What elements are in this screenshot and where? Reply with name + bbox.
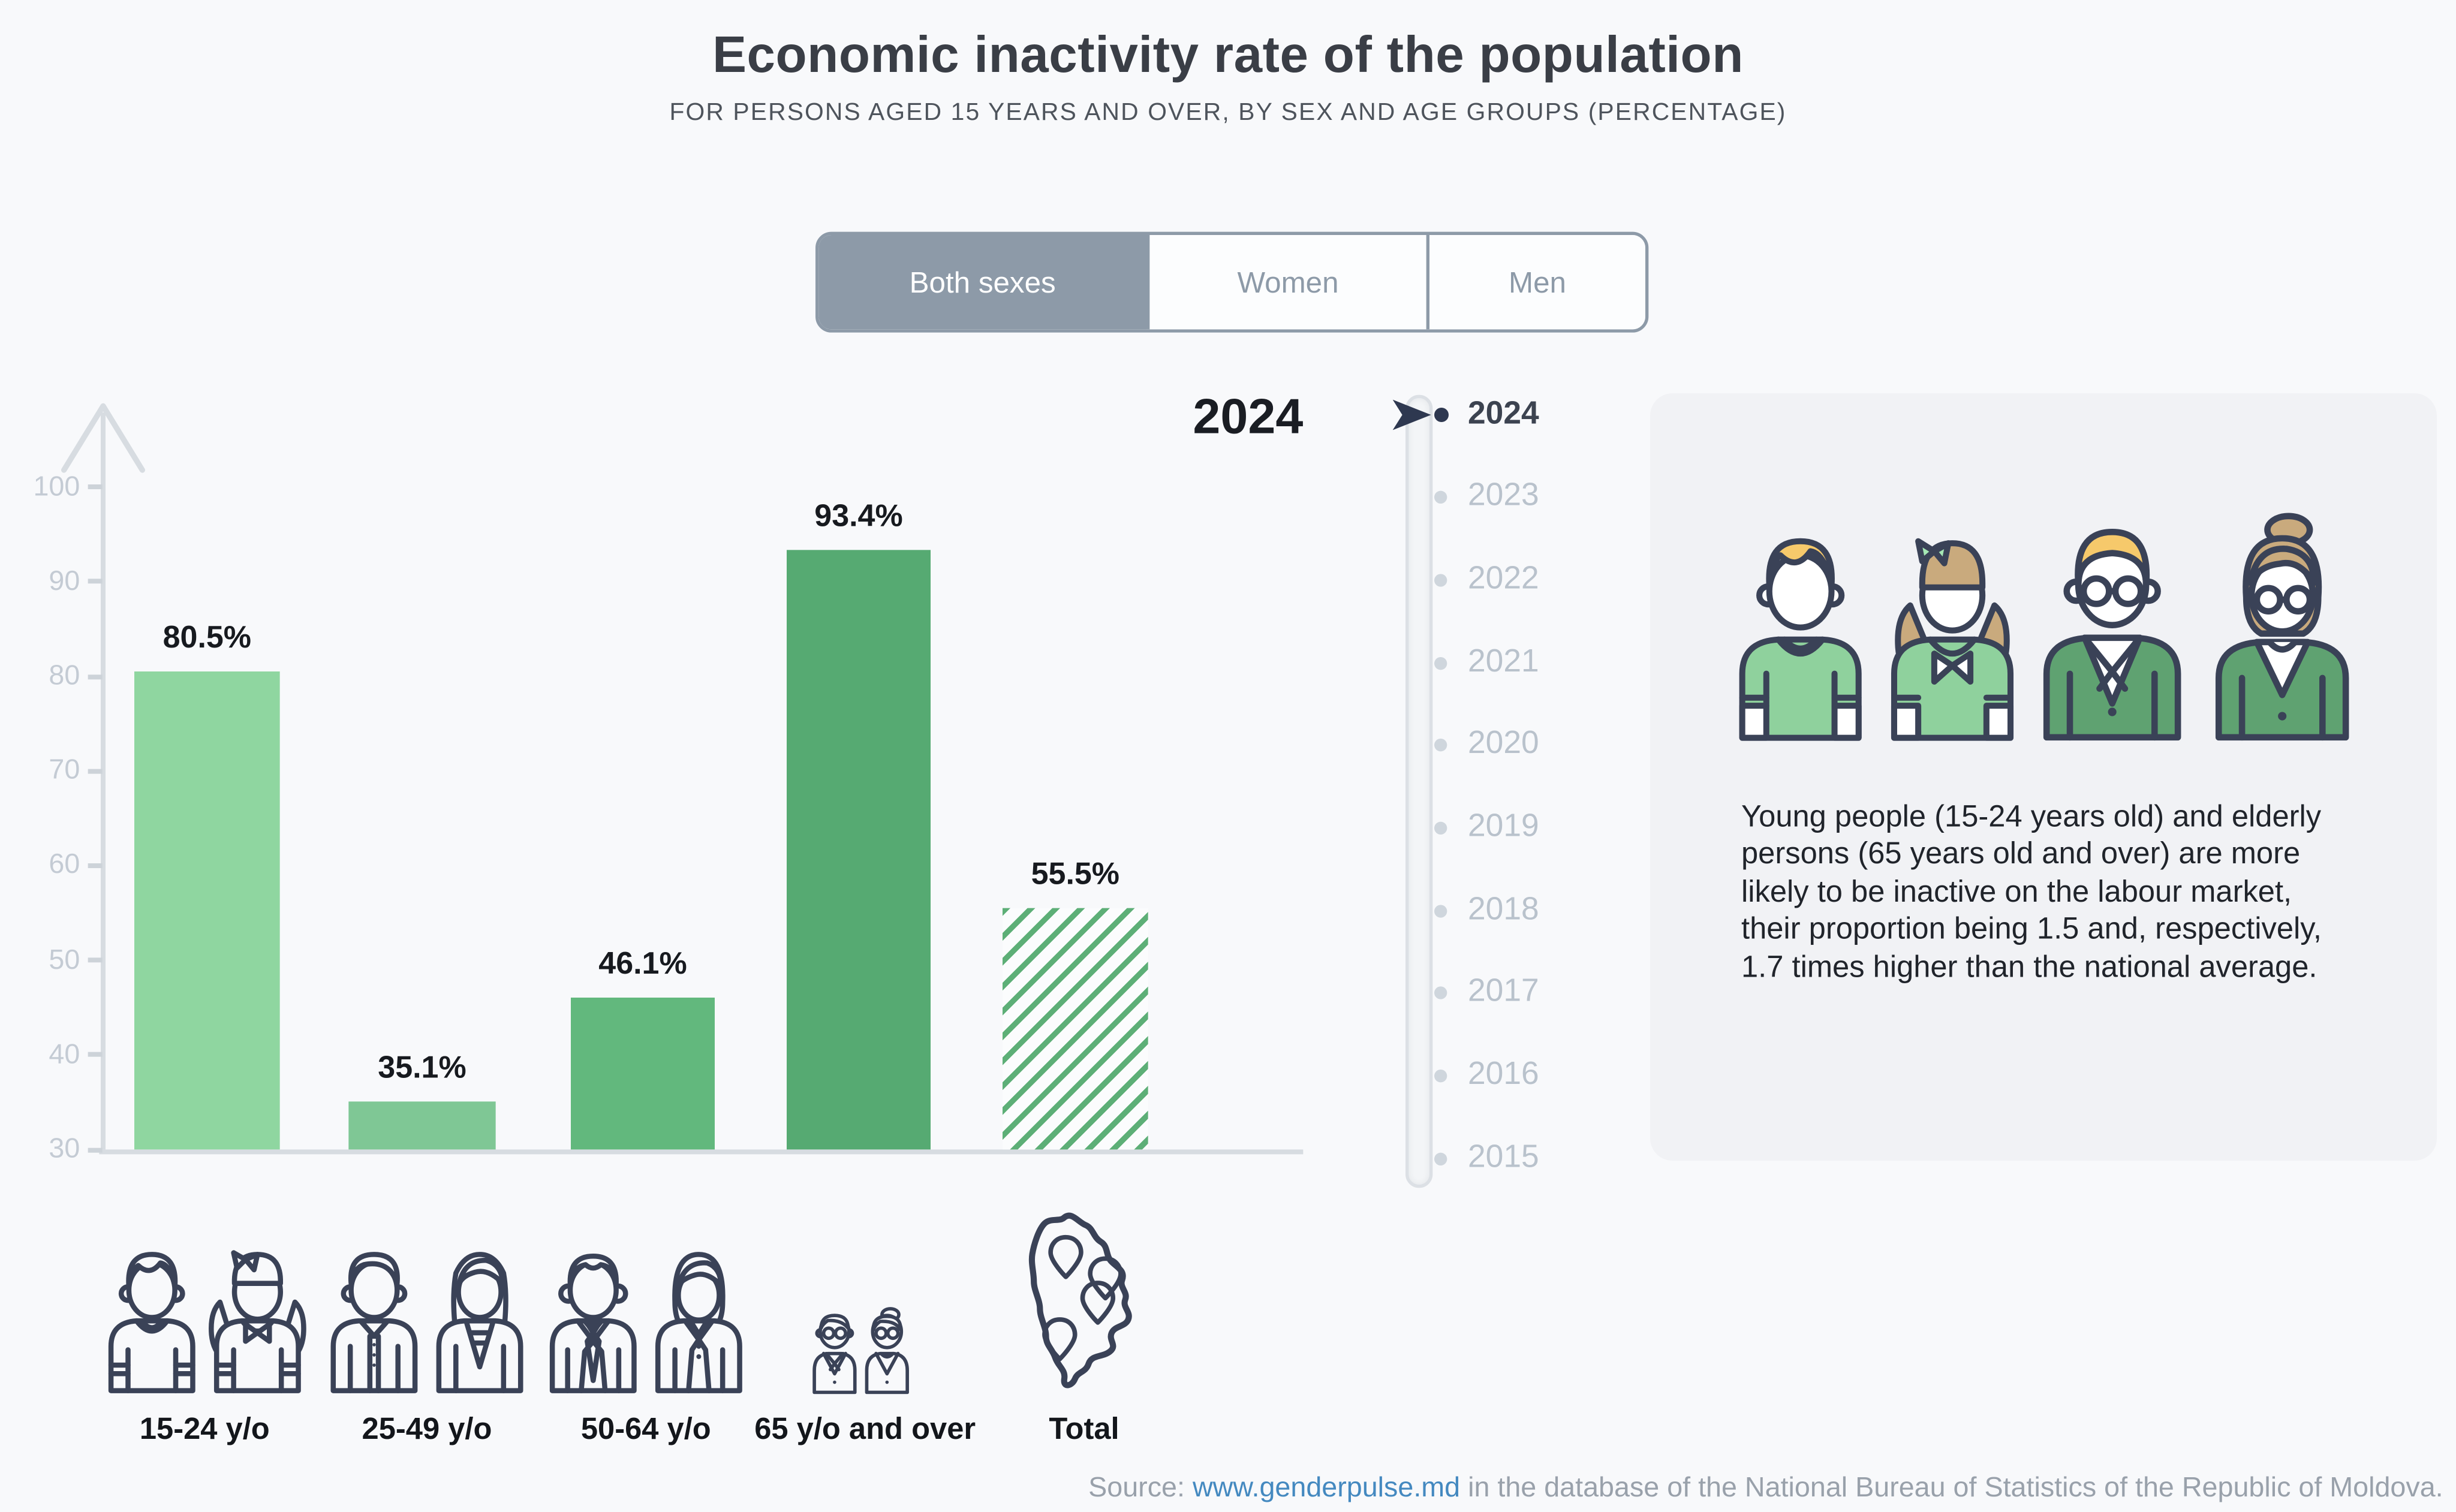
page-title: Economic inactivity rate of the populati… <box>712 25 1744 83</box>
elderly-man-icon <box>2042 528 2181 741</box>
sex-filter-tabs: Both sexes Women Men <box>815 231 1649 333</box>
elderly-pair-icon <box>745 1202 985 1394</box>
category-25-49: 25-49 y/o <box>307 1202 547 1448</box>
y-axis-tick-label: 30 <box>49 1132 80 1164</box>
timeline-dot-2017[interactable] <box>1434 987 1447 1000</box>
tab-both-sexes[interactable]: Both sexes <box>818 235 1146 330</box>
category-label: Total <box>1049 1413 1119 1447</box>
tab-women[interactable]: Women <box>1146 235 1426 330</box>
bar-value-total: 55.5% <box>1031 857 1120 893</box>
category-label: 65 y/o and over <box>754 1413 976 1447</box>
timeline-year-2022[interactable]: 2022 <box>1468 561 1539 597</box>
bar-total: 55.5% <box>1003 857 1148 1150</box>
category-axis: 15-24 y/o <box>0 1202 1343 1506</box>
timeline-dot-2023[interactable] <box>1434 491 1447 504</box>
insight-panel: Young people (15-24 years old) and elder… <box>1650 393 2437 1161</box>
source-suffix: in the database of the National Bureau o… <box>1460 1471 2443 1503</box>
adult-pair-icon <box>307 1202 547 1394</box>
timeline-dot-2015[interactable] <box>1434 1152 1447 1165</box>
x-axis <box>99 1149 1304 1155</box>
timeline-year-2017[interactable]: 2017 <box>1468 974 1539 1010</box>
girl-icon <box>1890 538 2013 741</box>
y-axis-tick-mark <box>88 957 103 963</box>
tab-men[interactable]: Men <box>1426 235 1645 330</box>
bar-65-and-over: 93.4% <box>787 498 931 1150</box>
page-subtitle: FOR PERSONS AGED 15 YEARS AND OVER, BY S… <box>669 99 1787 126</box>
y-axis-tick-mark <box>88 1147 103 1152</box>
y-axis-tick-mark <box>88 579 103 585</box>
y-axis-arrow-icon <box>61 403 146 473</box>
y-axis-tick-label: 50 <box>49 942 80 975</box>
timeline-year-2016[interactable]: 2016 <box>1468 1056 1539 1092</box>
boy-icon <box>1738 538 1861 741</box>
y-axis-tick-mark <box>88 674 103 679</box>
timeline-year-2020[interactable]: 2020 <box>1468 726 1539 762</box>
category-15-24: 15-24 y/o <box>85 1202 324 1448</box>
timeline-dot-2016[interactable] <box>1434 1070 1447 1083</box>
category-label: 25-49 y/o <box>362 1413 492 1447</box>
timeline-year-2019[interactable]: 2019 <box>1468 809 1539 844</box>
young-pair-icon <box>85 1202 324 1394</box>
bar-25-49: 35.1% <box>348 1050 496 1150</box>
senior-pair-icon <box>526 1202 766 1394</box>
elderly-woman-icon <box>2214 513 2349 741</box>
category-65-and-over: 65 y/o and over <box>745 1202 985 1448</box>
insight-text: Young people (15-24 years old) and elder… <box>1741 801 2322 984</box>
y-axis-tick-label: 80 <box>49 658 80 691</box>
y-axis-tick-label: 90 <box>49 564 80 597</box>
bar-50-64: 46.1% <box>571 946 715 1150</box>
y-axis-tick-mark <box>88 484 103 490</box>
insight-people-icons <box>1650 393 2437 742</box>
y-axis-tick-label: 70 <box>49 753 80 785</box>
timeline-dot-2022[interactable] <box>1434 574 1447 587</box>
y-axis-tick-label: 100 <box>33 469 80 502</box>
y-axis-tick-mark <box>88 768 103 773</box>
timeline-year-2021[interactable]: 2021 <box>1468 643 1539 679</box>
bar-value-65-and-over: 93.4% <box>814 498 903 534</box>
timeline-dot-2021[interactable] <box>1434 656 1447 670</box>
source-line: Source: www.genderpulse.md in the databa… <box>1088 1471 2443 1504</box>
category-50-64: 50-64 y/o <box>526 1202 766 1448</box>
y-axis <box>101 412 106 1150</box>
timeline-dot-2024[interactable] <box>1433 408 1448 422</box>
chart-year-label: 2024 <box>1193 388 1304 445</box>
source-link[interactable]: www.genderpulse.md <box>1192 1471 1461 1503</box>
timeline-year-2018[interactable]: 2018 <box>1468 891 1539 927</box>
timeline-year-2023[interactable]: 2023 <box>1468 478 1539 514</box>
bar-value-50-64: 46.1% <box>598 945 687 981</box>
timeline-dot-2018[interactable] <box>1434 904 1447 917</box>
timeline-dot-2020[interactable] <box>1434 739 1447 752</box>
timeline-year-2024[interactable]: 2024 <box>1468 396 1539 431</box>
y-axis-tick-label: 60 <box>49 848 80 880</box>
timeline-dot-2019[interactable] <box>1434 821 1447 835</box>
source-prefix: Source: <box>1088 1471 1193 1503</box>
bar-value-25-49: 35.1% <box>378 1050 466 1086</box>
moldova-map-icon <box>964 1202 1204 1394</box>
category-label: 15-24 y/o <box>139 1413 270 1447</box>
timeline-year-2015[interactable]: 2015 <box>1468 1139 1539 1175</box>
timeline-track[interactable] <box>1405 394 1433 1188</box>
category-label: 50-64 y/o <box>580 1413 711 1447</box>
bar-value-15-24: 80.5% <box>162 620 252 656</box>
y-axis-tick-mark <box>88 863 103 868</box>
y-axis-tick-label: 40 <box>49 1037 80 1070</box>
bar-15-24: 80.5% <box>134 621 280 1150</box>
y-axis-tick-mark <box>88 1052 103 1058</box>
arrow-cursor-icon[interactable] <box>1392 399 1431 430</box>
category-total: Total <box>964 1202 1204 1448</box>
